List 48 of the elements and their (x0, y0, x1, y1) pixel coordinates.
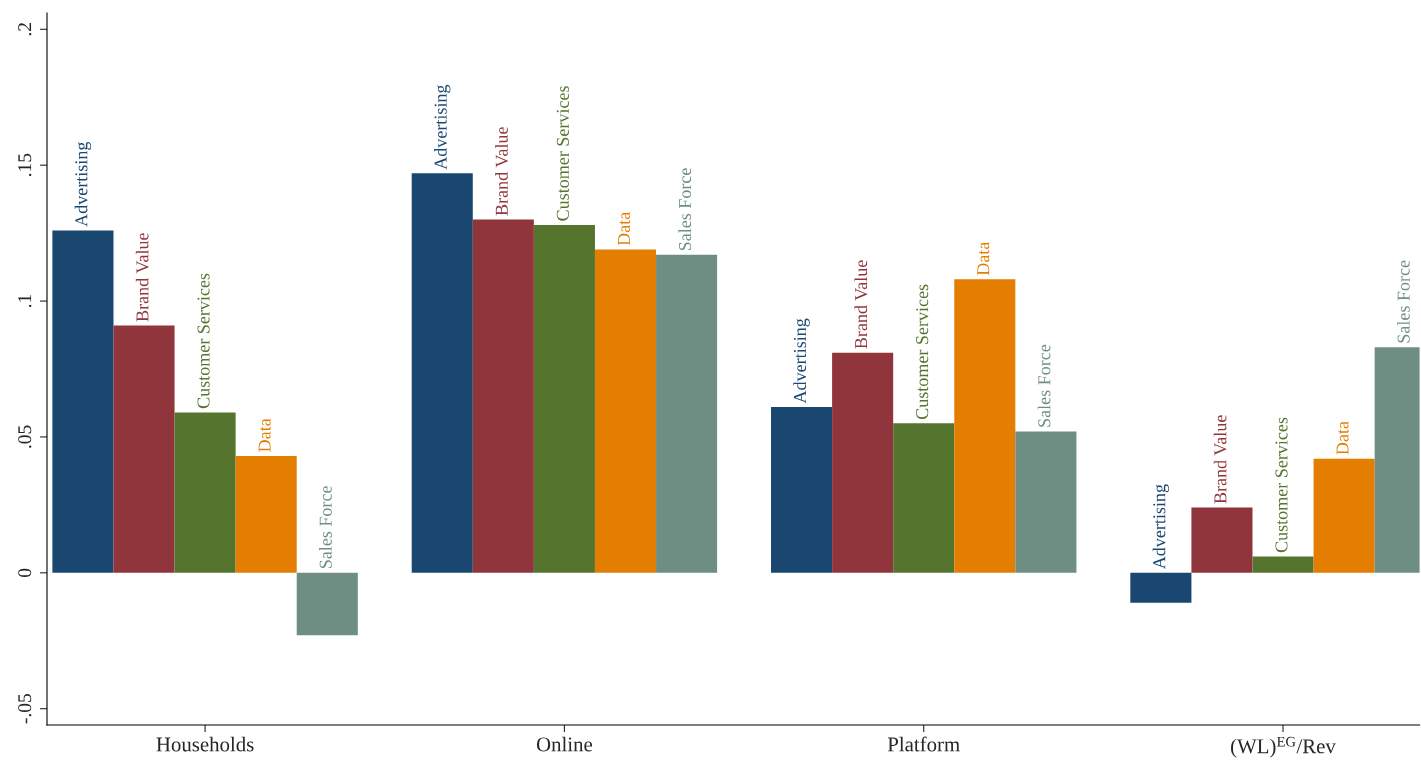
text: Customer Services (197, 273, 210, 409)
y-tick-label: 0 (18, 568, 32, 577)
text: Sales Force (319, 486, 332, 569)
text: Data (1336, 421, 1349, 455)
y-tick-label: .15 (18, 153, 32, 177)
bar (533, 224, 595, 573)
text: Customer Services (916, 284, 929, 420)
text: Customer Services (1275, 417, 1288, 553)
text: Sales Force (1037, 344, 1051, 427)
bar (656, 254, 718, 573)
bar (954, 279, 1016, 573)
text: Sales Force (678, 168, 692, 251)
text: Brand Value (495, 127, 508, 216)
text: Customer Services (556, 86, 569, 221)
bar (1252, 556, 1314, 573)
bar (594, 249, 657, 573)
text: Advertising (793, 318, 810, 404)
bar (893, 423, 955, 573)
text: Advertising (434, 84, 451, 170)
y-tick-label: -.05 (18, 694, 32, 724)
bar (1015, 431, 1077, 573)
text: Advertising (1152, 484, 1170, 570)
text: Data (258, 418, 271, 452)
x-tick-label: (WL)$^{EG}$/Rev (1231, 736, 1336, 758)
x-tick-label: Platform (887, 736, 960, 752)
bar (174, 412, 236, 573)
text: Data (977, 241, 990, 276)
text: Brand Value (1213, 415, 1227, 504)
bar (1191, 507, 1253, 573)
bar (1130, 572, 1192, 603)
x-tick-label: Online (536, 736, 593, 752)
bar (771, 407, 833, 573)
text: Sales Force (1397, 260, 1410, 343)
bar (52, 230, 114, 573)
text: Advertising (74, 141, 92, 227)
bar (472, 219, 534, 573)
bar (832, 352, 894, 573)
y-tick-label: .2 (18, 23, 32, 36)
bar (113, 325, 175, 573)
y-tick-label: .05 (18, 425, 32, 448)
text: Brand Value (854, 260, 868, 349)
x-tick-label: Households (156, 736, 254, 752)
bar (235, 455, 297, 573)
text: Brand Value (135, 233, 149, 322)
y-tick-label: .1 (18, 294, 32, 308)
bar (411, 173, 473, 573)
bar (296, 572, 358, 636)
text: Data (618, 212, 631, 246)
